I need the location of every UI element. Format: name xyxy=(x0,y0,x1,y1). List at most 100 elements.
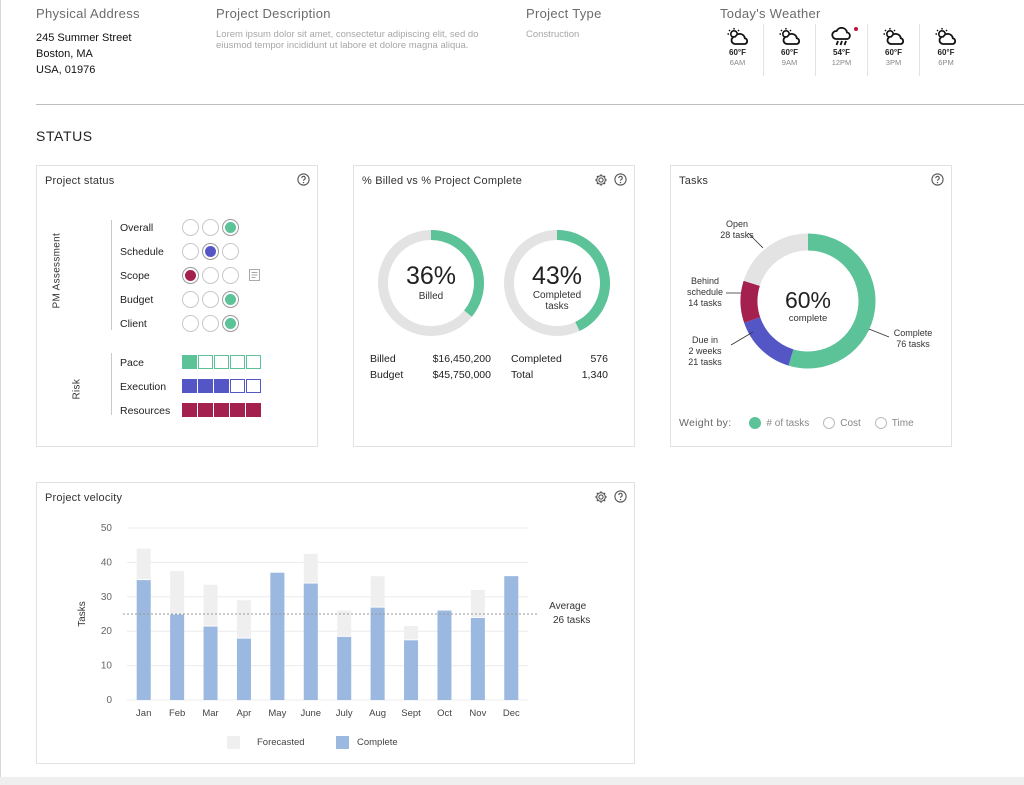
card-title: % Billed vs % Project Complete xyxy=(362,175,523,187)
legend-label: Complete xyxy=(357,737,398,748)
average-label: Average xyxy=(549,601,587,612)
project-velocity-card: Project velocity 0 10 20 30 40 50 Tasks Jan Feb M… xyxy=(36,482,635,764)
x-tick-label: Jan xyxy=(136,708,151,719)
rating-radio[interactable] xyxy=(222,243,239,260)
address-block: 245 Summer Street Boston, MA USA, 01976 xyxy=(36,30,131,78)
rating-radio-selected[interactable] xyxy=(202,243,219,260)
tasks-donut xyxy=(726,232,890,369)
completed-count: 576 xyxy=(590,353,608,365)
help-icon[interactable] xyxy=(931,173,944,186)
radio[interactable] xyxy=(823,417,836,429)
rating-radio-selected[interactable] xyxy=(222,219,239,236)
rating-radio-selected[interactable] xyxy=(222,291,239,308)
help-icon[interactable] xyxy=(614,490,627,503)
rating-radio[interactable] xyxy=(182,219,199,236)
rating-radio[interactable] xyxy=(182,291,199,308)
risk-square-filled xyxy=(182,355,197,369)
rating-radio[interactable] xyxy=(182,243,199,260)
billed-ring xyxy=(378,230,484,336)
rating-radio[interactable] xyxy=(182,315,199,332)
x-tick-label: Oct xyxy=(437,708,452,719)
weight-option-cost[interactable]: Cost xyxy=(823,417,861,429)
ring-progress xyxy=(430,230,484,317)
total-count: 1,340 xyxy=(581,369,608,381)
bar-complete xyxy=(136,579,151,700)
card-icons xyxy=(931,173,944,186)
rating-radio[interactable] xyxy=(222,267,239,284)
risk-square-filled xyxy=(198,403,213,417)
card-title: Project velocity xyxy=(45,492,123,504)
annotation-line: schedule xyxy=(686,287,724,297)
budget-label: Budget xyxy=(370,369,404,381)
type-value: Construction xyxy=(526,29,580,40)
tasks-card: Tasks 60% complete Open 28 tasks Behind … xyxy=(670,165,952,447)
bar-complete xyxy=(236,638,251,700)
weather-alert-dot xyxy=(854,27,858,31)
bar-complete xyxy=(404,639,419,700)
partly-cloudy-icon xyxy=(883,28,904,45)
x-tick-label: Aug xyxy=(369,708,386,719)
x-tick-label: Nov xyxy=(469,708,486,719)
assessment-label: Schedule xyxy=(120,246,164,258)
note-icon[interactable] xyxy=(249,269,260,281)
x-tick-label: Sept xyxy=(401,708,421,719)
weight-option-time[interactable]: Time xyxy=(874,417,914,429)
rating-radio-selected[interactable] xyxy=(182,267,199,284)
annotation-line: 14 tasks xyxy=(688,298,722,308)
weather-slot: 60°F 3PM xyxy=(868,24,920,76)
weight-option-tasks[interactable]: # of tasks xyxy=(749,417,809,429)
annotation-due: Due in 2 weeks 21 tasks xyxy=(675,335,735,368)
rating-radio[interactable] xyxy=(202,219,219,236)
complete-caption: Completed tasks xyxy=(503,290,611,312)
x-tick-label: Feb xyxy=(169,708,185,719)
radio-selected[interactable] xyxy=(749,417,762,429)
annotation-behind: Behind schedule 14 tasks xyxy=(675,276,735,309)
tasks-center-value: 60% xyxy=(784,287,832,313)
address-line: USA, 01976 xyxy=(36,64,96,76)
rating-radio-selected[interactable] xyxy=(222,315,239,332)
address-line: 245 Summer Street xyxy=(36,32,132,44)
legend-forecasted: Forecasted xyxy=(227,736,305,749)
legend-swatch xyxy=(227,736,240,749)
rating-radio[interactable] xyxy=(202,315,219,332)
radio[interactable] xyxy=(874,417,887,429)
bar-complete xyxy=(203,626,218,700)
rating-radio[interactable] xyxy=(202,291,219,308)
billed-label: Billed xyxy=(370,353,396,365)
complete-caption-line: Completed xyxy=(532,290,582,301)
assessment-label: Client xyxy=(120,318,147,330)
assessment-label: Scope xyxy=(120,270,150,282)
y-axis-label: Tasks xyxy=(77,601,88,627)
rating-radio[interactable] xyxy=(202,267,219,284)
risk-row: Resources xyxy=(120,402,310,422)
risk-square xyxy=(230,379,245,393)
assessment-label: Budget xyxy=(120,294,154,306)
risk-square xyxy=(198,355,213,369)
risk-square xyxy=(230,355,245,369)
total-label: Total xyxy=(511,369,534,381)
assessment-row: Schedule xyxy=(120,243,310,263)
help-icon[interactable] xyxy=(297,173,310,186)
annotation-line: Due in xyxy=(691,335,718,345)
bar-complete xyxy=(370,607,385,700)
leader-due xyxy=(730,331,754,346)
velocity-chart: 0 10 20 30 40 50 Tasks Jan Feb Mar Apr May June July A… xyxy=(77,523,537,719)
left-rule xyxy=(0,0,1,785)
help-icon[interactable] xyxy=(614,173,627,186)
assessment-row: Budget xyxy=(120,291,310,311)
risk-label: Execution xyxy=(120,381,167,393)
complete-ring xyxy=(504,230,610,336)
weather-label: Today's Weather xyxy=(720,6,821,21)
bar-complete xyxy=(437,610,452,700)
weather-time: 9AM xyxy=(781,58,798,67)
gear-icon[interactable] xyxy=(594,490,608,504)
annotation-line: Behind xyxy=(690,276,720,286)
weight-option-label: # of tasks xyxy=(766,417,810,429)
legend-swatch xyxy=(336,736,349,749)
leader-complete xyxy=(868,328,890,338)
average-annotation: Average 26 tasks xyxy=(545,600,590,628)
description-label: Project Description xyxy=(216,6,331,21)
weather-strip: 60°F 6AM 60°F 9AM 54°F 12PM 60°F 3PM 60°F 6PM xyxy=(712,24,1024,78)
weather-temp: 60°F xyxy=(937,48,955,57)
gear-icon[interactable] xyxy=(594,173,608,187)
